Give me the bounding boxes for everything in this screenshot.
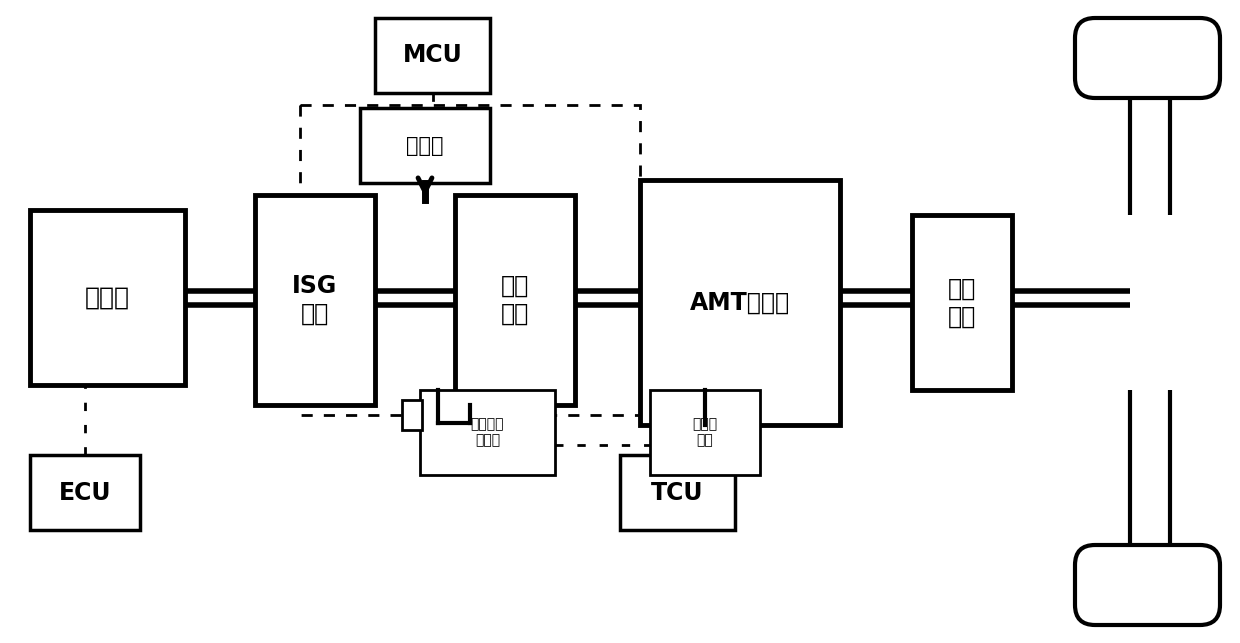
Bar (300, 105, 640, 415)
Bar (30, 455, 140, 530)
Bar (255, 195, 374, 405)
Bar (911, 215, 1012, 390)
Text: 离合器执
行机构: 离合器执 行机构 (471, 417, 505, 448)
Text: ISG
电机: ISG 电机 (293, 274, 337, 326)
Text: MCU: MCU (403, 44, 463, 68)
Text: 选换挡
机构: 选换挡 机构 (692, 417, 718, 448)
Bar (360, 108, 490, 183)
Text: ECU: ECU (58, 480, 112, 505)
Text: 发动机: 发动机 (86, 285, 130, 309)
Text: 离合器: 离合器 (407, 136, 444, 156)
Text: 主减
速器: 主减 速器 (947, 276, 976, 329)
Text: 驱动
电机: 驱动 电机 (501, 274, 529, 326)
Text: AMT变速笱: AMT变速笱 (689, 291, 790, 314)
Bar (455, 195, 575, 405)
Bar (650, 390, 760, 475)
Bar (30, 210, 185, 385)
Bar (420, 390, 556, 475)
Bar (620, 455, 735, 530)
Bar (402, 400, 422, 430)
Text: TCU: TCU (651, 480, 704, 505)
Bar (640, 180, 839, 425)
FancyBboxPatch shape (1075, 545, 1220, 625)
Bar (374, 18, 490, 93)
FancyBboxPatch shape (1075, 18, 1220, 98)
